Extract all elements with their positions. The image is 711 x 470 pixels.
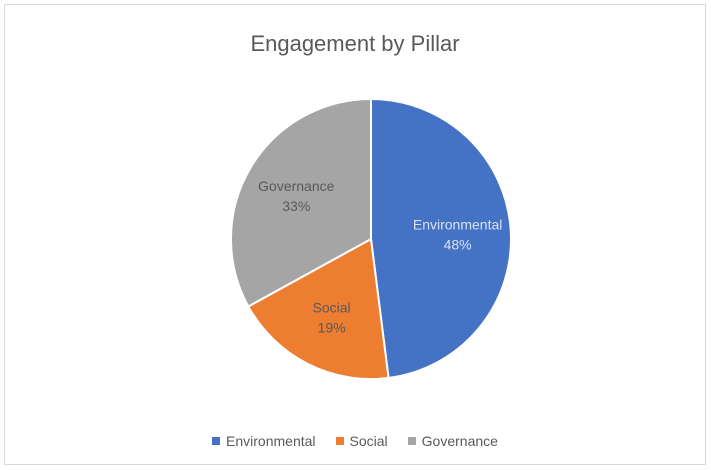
chart-legend: Environmental Social Governance [5,433,705,449]
pie-slice-governance [230,97,372,308]
legend-swatch [212,437,221,445]
legend-label: Environmental [226,433,316,449]
data-label-social: Social 19% [313,299,351,335]
pie-slice-environmental [370,97,512,380]
legend-swatch [407,437,416,445]
pie-plot: Environmental 48% Social 19% Governance 33% [230,97,512,380]
legend-label: Governance [421,433,498,449]
legend-label: Social [349,433,388,449]
pie-slice-social [246,237,390,380]
legend-item-social: Social [335,433,388,449]
legend-swatch [335,437,344,445]
chart-area: Engagement by Pillar Environmental 48% Soc… [4,4,706,465]
data-label-environmental: Environmental 48% [413,217,503,253]
chart-title: Engagement by Pillar [250,31,460,56]
data-label-governance: Governance 33% [258,178,334,214]
legend-item-environmental: Environmental [212,433,316,449]
legend-item-governance: Governance [407,433,498,449]
